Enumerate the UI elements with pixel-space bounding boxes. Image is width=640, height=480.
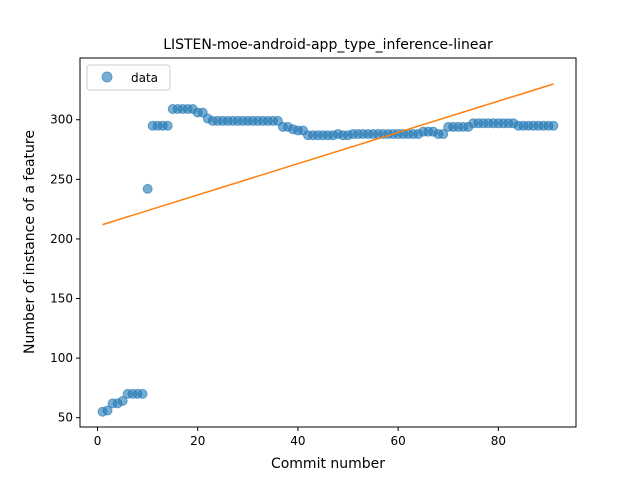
y-tick-label: 300 xyxy=(50,113,73,127)
data-point xyxy=(102,405,113,416)
x-tick-label: 0 xyxy=(94,434,102,448)
plot-frame xyxy=(79,57,577,428)
y-tick-label: 100 xyxy=(50,351,73,365)
chart-marks xyxy=(97,83,559,417)
y-tick-label: 50 xyxy=(58,411,73,425)
legend: data xyxy=(86,64,171,91)
legend-box xyxy=(86,64,171,91)
y-tick-label: 150 xyxy=(50,292,73,306)
y-axis-ticks: 50 100 150 200 250 300 xyxy=(50,113,80,425)
legend-label-data: data xyxy=(131,71,158,85)
data-point xyxy=(117,396,128,407)
fit-line xyxy=(102,83,554,226)
chart-title: LISTEN-moe-android-app_type_inference-li… xyxy=(163,37,493,53)
data-point xyxy=(548,120,559,131)
legend-marker-data xyxy=(101,71,113,83)
y-tick-label: 200 xyxy=(50,232,73,246)
data-point xyxy=(142,183,153,194)
x-tick-label: 80 xyxy=(491,434,506,448)
data-point xyxy=(137,388,148,399)
x-axis-label: Commit number xyxy=(271,456,385,472)
x-tick-label: 60 xyxy=(391,434,406,448)
x-tick-label: 40 xyxy=(290,434,305,448)
y-axis-label: Number of instance of a feature xyxy=(22,130,38,354)
y-tick-label: 250 xyxy=(50,172,73,186)
data-point xyxy=(438,129,449,140)
data-point xyxy=(162,120,173,131)
x-tick-label: 20 xyxy=(190,434,205,448)
x-axis-ticks: 0 20 40 60 80 xyxy=(94,427,506,448)
